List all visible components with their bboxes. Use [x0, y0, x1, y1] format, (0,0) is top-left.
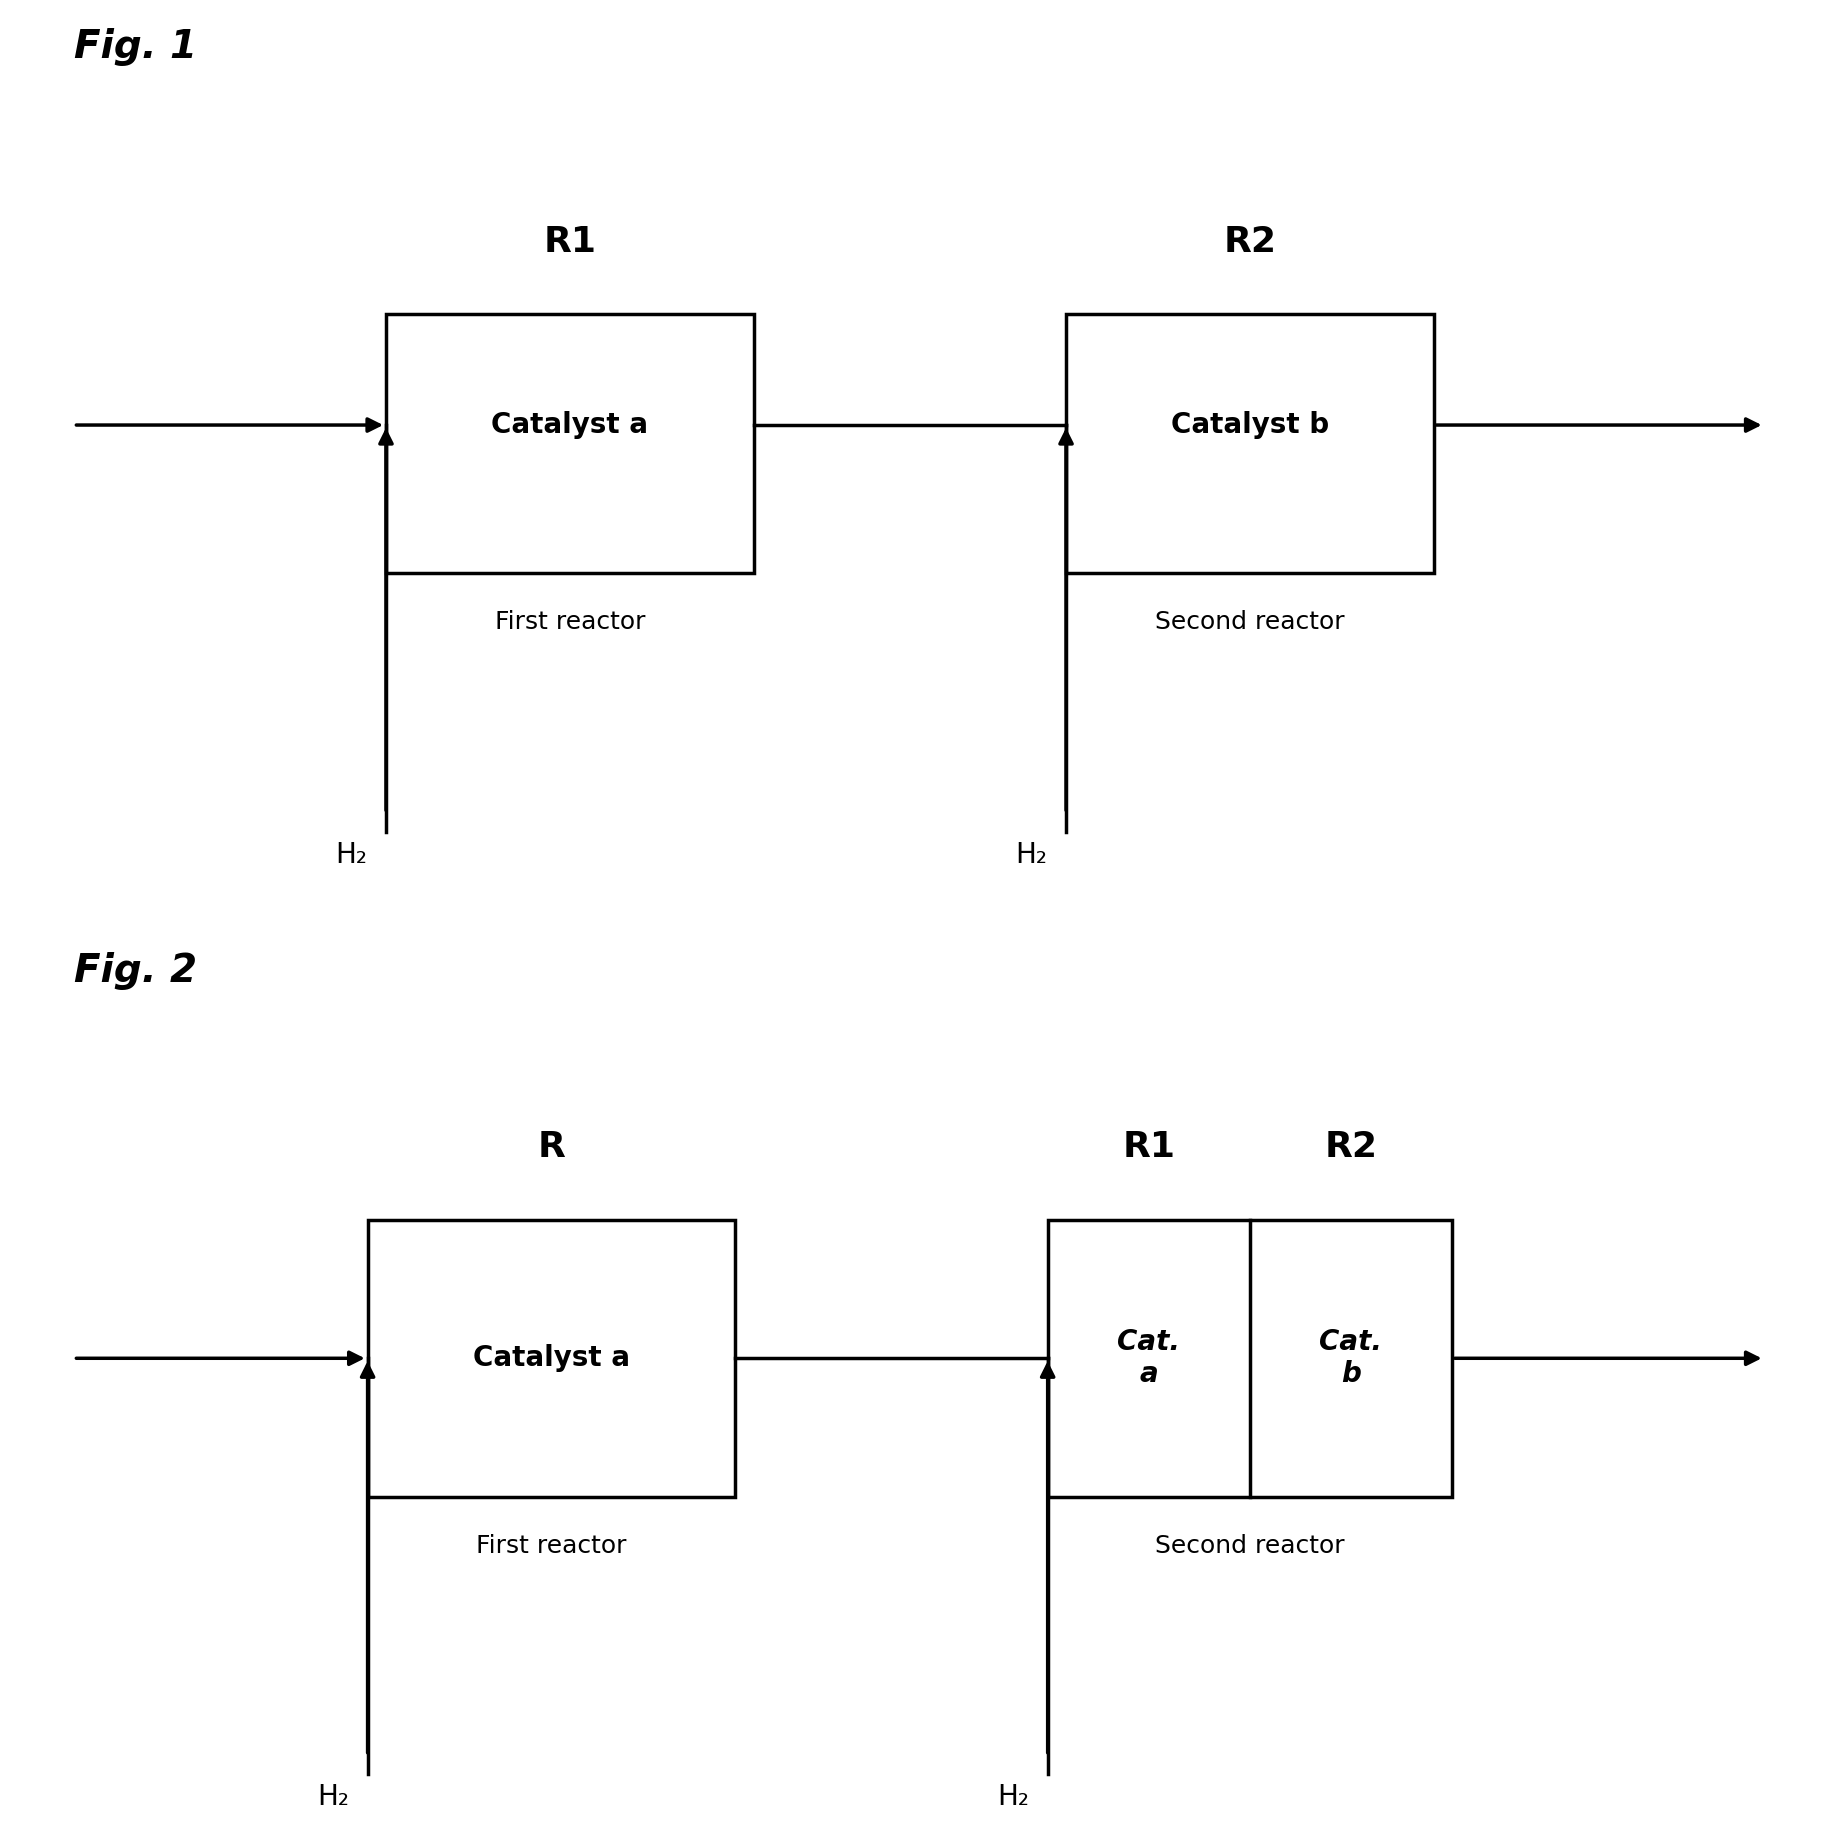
Bar [1066, 314, 1434, 573]
Text: H₂: H₂ [1016, 841, 1048, 869]
Text: R: R [537, 1131, 566, 1164]
Bar [386, 314, 754, 573]
Text: First reactor: First reactor [476, 1534, 627, 1558]
Text: Cat.
a: Cat. a [1118, 1329, 1180, 1388]
Text: Catalyst b: Catalyst b [1171, 410, 1329, 440]
Text: R1: R1 [1123, 1131, 1174, 1164]
Text: R2: R2 [1224, 225, 1276, 259]
Text: H₂: H₂ [336, 841, 368, 869]
Text: Catalyst a: Catalyst a [491, 410, 649, 440]
Text: H₂: H₂ [318, 1783, 349, 1811]
Text: Second reactor: Second reactor [1154, 610, 1345, 634]
Text: Cat.
b: Cat. b [1320, 1329, 1382, 1388]
Text: Second reactor: Second reactor [1154, 1534, 1345, 1558]
Bar [368, 1220, 735, 1497]
Text: R1: R1 [544, 225, 596, 259]
Text: H₂: H₂ [998, 1783, 1029, 1811]
Text: Fig. 2: Fig. 2 [74, 952, 197, 991]
Text: First reactor: First reactor [494, 610, 645, 634]
Bar [1048, 1220, 1452, 1497]
Text: R2: R2 [1325, 1131, 1377, 1164]
Text: Fig. 1: Fig. 1 [74, 28, 197, 67]
Text: Catalyst a: Catalyst a [472, 1343, 630, 1373]
